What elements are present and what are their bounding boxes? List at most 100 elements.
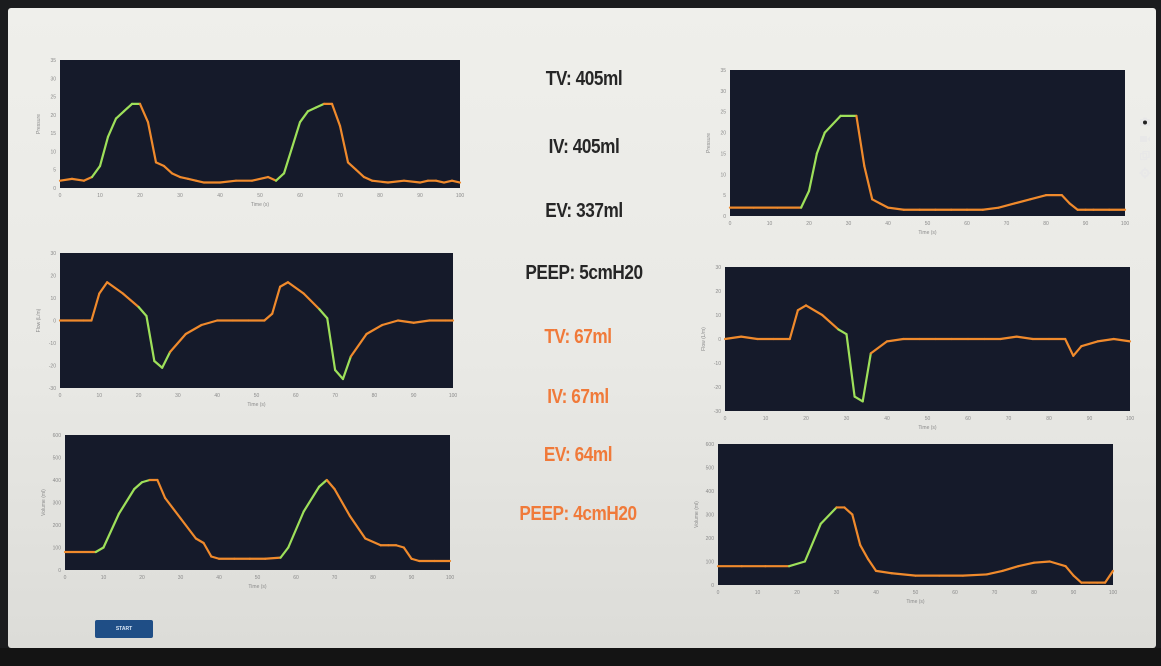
right-volume-svg: 0 10 20 30 40 50 60 70 80 90 100 0 100 200 300 400 500 60… [694,442,1118,605]
left-flow-ytick: 20 [50,274,56,280]
left-pressure-xtick: 50 [257,193,263,199]
left-volume-trace-segment [156,478,167,500]
right-flow-ytick: -20 [714,385,721,391]
left-volume-trace-segment [264,556,282,560]
left-flow-trace-segment [161,350,172,369]
left-volume-ytick: 400 [53,478,62,484]
right-flow-trace-segment [723,335,743,341]
left-pressure-ytick: 25 [50,95,56,101]
left-flow-xtick: 50 [254,393,260,399]
left-pressure-ytick: 20 [50,113,56,119]
right-flow-ytick: 10 [715,313,721,319]
right-volume-ytick: 200 [706,536,715,542]
right-flow-trace-segment [885,337,905,343]
left-pressure-trace-segment [90,164,102,179]
left-volume-ytick: 100 [53,546,62,552]
left-pressure-ytick: 5 [53,168,56,174]
left-volume-trace-segment [287,510,305,549]
camera-icon[interactable] [1139,116,1151,128]
video-icon[interactable] [1139,133,1151,145]
left-flow-ytick: -10 [49,341,56,347]
stat-ev-337: EV: 337ml [545,200,623,222]
left-pressure-trace-segment [362,175,374,182]
left-flow-trace-segment [412,319,431,324]
left-pressure-ytick: 30 [50,76,56,82]
right-flow-trace-segment [1080,340,1099,348]
left-pressure-trace-segment [186,177,198,182]
left-flow-xtick: 100 [449,393,458,399]
left-volume-xtick: 50 [255,575,261,581]
right-pressure-trace-segment [886,206,905,211]
left-volume-trace-segment [202,541,213,558]
left-flow-trace-segment [168,332,187,354]
left-volume-ylabel: Volume (ml) [41,489,47,516]
left-flow-xtick: 80 [372,393,378,399]
left-pressure-xtick: 70 [337,193,343,199]
right-flow-xtick: 60 [965,416,971,422]
right-flow-trace-segment [869,340,889,355]
left-pressure-trace-segment [282,146,294,175]
right-flow-ytick: 0 [718,337,721,343]
right-flow-ylabel: Flow (L/m) [701,327,707,351]
left-pressure-xtick: 20 [137,193,143,199]
right-volume-trace-segment [787,560,807,568]
left-pressure-trace-segment [354,168,366,179]
stat-ev-64: EV: 64ml [543,444,613,466]
right-pressure-ytick: 0 [723,214,726,220]
right-flow-trace-segment [853,395,864,403]
right-flow-ytick: -30 [714,409,721,415]
right-flow-trace-segment [999,335,1018,341]
left-volume-xtick: 60 [293,575,299,581]
right-flow-trace-segment [845,333,856,398]
right-volume-xtick: 0 [717,590,720,596]
right-volume-plot-area [718,444,1113,585]
left-flow-trace-segment [271,285,282,315]
left-flow-trace-segment [286,281,305,295]
right-pressure-xtick: 50 [925,221,931,227]
left-flow-ylabel: Flow (L/m) [36,308,42,332]
left-pressure-xtick: 100 [456,193,465,199]
right-pressure-trace-segment [981,206,1000,211]
monitor-bezel [0,648,1161,666]
left-volume-trace-segment [164,496,182,520]
right-volume-ytick: 0 [711,583,714,589]
left-flow-trace-segment [98,281,109,295]
left-pressure-ytick: 35 [50,58,56,64]
right-flow-trace-segment [740,335,759,341]
left-volume-xtick: 20 [139,575,145,581]
left-flow-trace-segment [326,317,337,372]
right-pressure-trace-segment [855,114,866,168]
right-pressure-plot-area [730,70,1125,216]
side-toolbar [1136,116,1154,184]
right-volume-ylabel: Volume (ml) [694,501,700,528]
left-volume-trace-segment [210,555,221,560]
copy-icon[interactable] [1139,150,1151,162]
left-volume-ytick: 300 [53,501,62,507]
left-pressure-trace-segment [418,179,430,184]
left-volume-svg: 0 10 20 30 40 50 60 70 80 90 100 0 100 200 300 400 500 60… [41,433,455,590]
left-pressure-trace-segment [386,179,406,184]
left-pressure-plot-area [60,60,460,188]
right-volume-ytick: 600 [706,442,715,448]
right-flow-xtick: 50 [925,416,931,422]
right-volume-ytick: 300 [706,513,715,519]
left-pressure-trace-segment [162,164,174,175]
left-volume-xtick: 40 [216,575,222,581]
left-pressure-ytick: 0 [53,186,56,192]
right-volume-xtick: 100 [1109,590,1118,596]
left-volume-xtick: 100 [446,575,455,581]
right-volume-xtick: 20 [794,590,800,596]
settings-icon[interactable] [1139,167,1151,179]
left-volume-xtick: 0 [64,575,67,581]
left-pressure-trace-segment [442,179,454,184]
left-pressure-xlabel: Time (s) [251,202,269,208]
left-pressure-trace-segment [306,106,318,113]
stat-peep-5: PEEP: 5cmH20 [525,262,643,284]
left-volume-xlabel: Time (s) [248,584,266,590]
right-pressure-ytick: 20 [720,131,726,137]
right-pressure-trace-segment [997,202,1016,209]
start-button[interactable]: START [95,620,153,638]
left-pressure-trace-segment [370,179,390,184]
right-volume-trace-segment [874,569,893,575]
left-pressure-trace-segment [58,177,74,182]
